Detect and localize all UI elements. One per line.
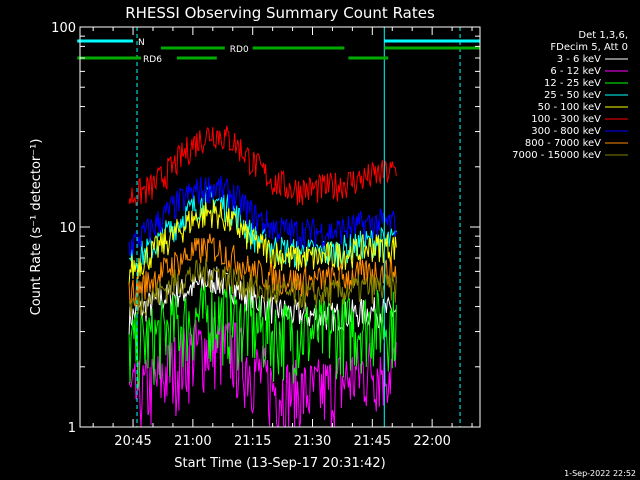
- series-line-8: [128, 233, 397, 307]
- legend-entry-label-2: 6 - 12 keV: [550, 66, 601, 77]
- x-tick-label: 21:00: [174, 434, 211, 449]
- legend-header-line-2: FDecim 5, Att 0: [550, 42, 628, 53]
- legend-entry-label-8: 800 - 7000 keV: [525, 138, 601, 149]
- legend-entry-label-9: 7000 - 15000 keV: [512, 150, 601, 161]
- x-tick-label: 20:45: [114, 434, 151, 449]
- x-tick-label: 21:45: [354, 434, 391, 449]
- series-line-7: [128, 175, 397, 257]
- x-tick-label: 22:00: [413, 434, 450, 449]
- series-line-6: [128, 125, 397, 207]
- y-tick-label: 1: [68, 421, 76, 436]
- footer-timestamp: 1-Sep-2022 22:52: [564, 469, 636, 478]
- y-axis-label: Count Rate (s⁻¹ detector⁻¹): [29, 139, 44, 316]
- legend-entry-label-7: 300 - 800 keV: [531, 126, 601, 137]
- series-line-9: [128, 258, 397, 317]
- x-tick-label: 21:15: [234, 434, 271, 449]
- legend-header-line-1: Det 1,3,6,: [578, 30, 628, 41]
- series-line-3: [128, 283, 397, 391]
- y-tick-label: 10: [59, 221, 76, 236]
- annotation-rd6-label: RD6: [143, 55, 162, 65]
- series-line-2: [128, 317, 397, 428]
- y-tick-label: 100: [51, 21, 76, 36]
- annotation-n-label: N: [138, 38, 145, 48]
- legend-entry-label-4: 25 - 50 keV: [544, 90, 601, 101]
- legend-entry-label-3: 12 - 25 keV: [544, 78, 601, 89]
- annotation-rd0-label: RD0: [230, 45, 249, 55]
- chart-title: RHESSI Observing Summary Count Rates: [125, 4, 435, 22]
- legend-entry-label-5: 50 - 100 keV: [538, 102, 602, 113]
- legend-entry-label-1: 3 - 6 keV: [557, 54, 601, 65]
- x-tick-label: 21:30: [294, 434, 331, 449]
- x-axis-label: Start Time (13-Sep-17 20:31:42): [174, 456, 385, 471]
- legend-entry-label-6: 100 - 300 keV: [531, 114, 601, 125]
- series-line-5: [128, 200, 397, 285]
